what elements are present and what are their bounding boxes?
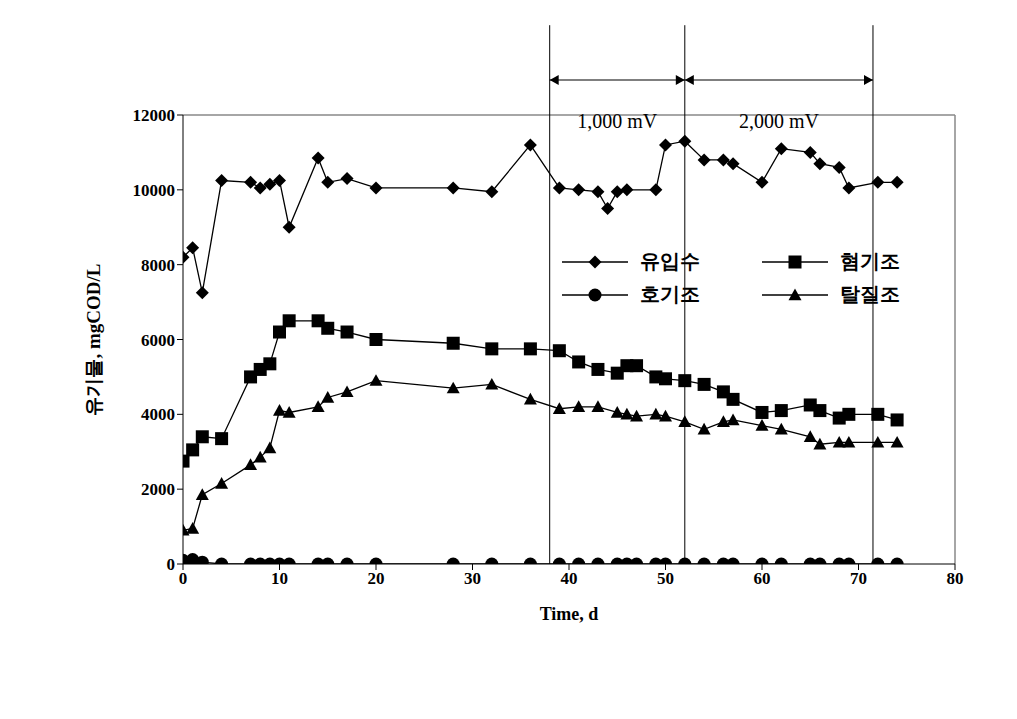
svg-text:0: 0 (179, 569, 188, 588)
svg-text:12000: 12000 (133, 106, 176, 125)
svg-text:20: 20 (368, 569, 385, 588)
svg-text:70: 70 (850, 569, 867, 588)
svg-text:10000: 10000 (133, 181, 176, 200)
svg-text:유기물, mgCOD/L: 유기물, mgCOD/L (83, 264, 104, 416)
svg-text:80: 80 (947, 569, 964, 588)
html-text:탈질조: 탈질조 (840, 283, 900, 305)
svg-text:30: 30 (464, 569, 481, 588)
svg-text:8000: 8000 (141, 256, 175, 275)
svg-text:50: 50 (657, 569, 674, 588)
svg-text:2000: 2000 (141, 480, 175, 499)
svg-text:40: 40 (561, 569, 578, 588)
svg-text:0: 0 (167, 555, 176, 574)
svg-text:4000: 4000 (141, 405, 175, 424)
svg-text:Time, d: Time, d (540, 604, 599, 624)
svg-text:2,000 mV: 2,000 mV (739, 110, 820, 132)
html-text:호기조: 호기조 (640, 283, 700, 305)
svg-text:60: 60 (754, 569, 771, 588)
html-text:혐기조: 혐기조 (840, 250, 900, 272)
svg-text:1,000 mV: 1,000 mV (577, 110, 658, 132)
svg-text:6000: 6000 (141, 331, 175, 350)
svg-text:10: 10 (271, 569, 288, 588)
html-text:유입수: 유입수 (640, 250, 700, 272)
